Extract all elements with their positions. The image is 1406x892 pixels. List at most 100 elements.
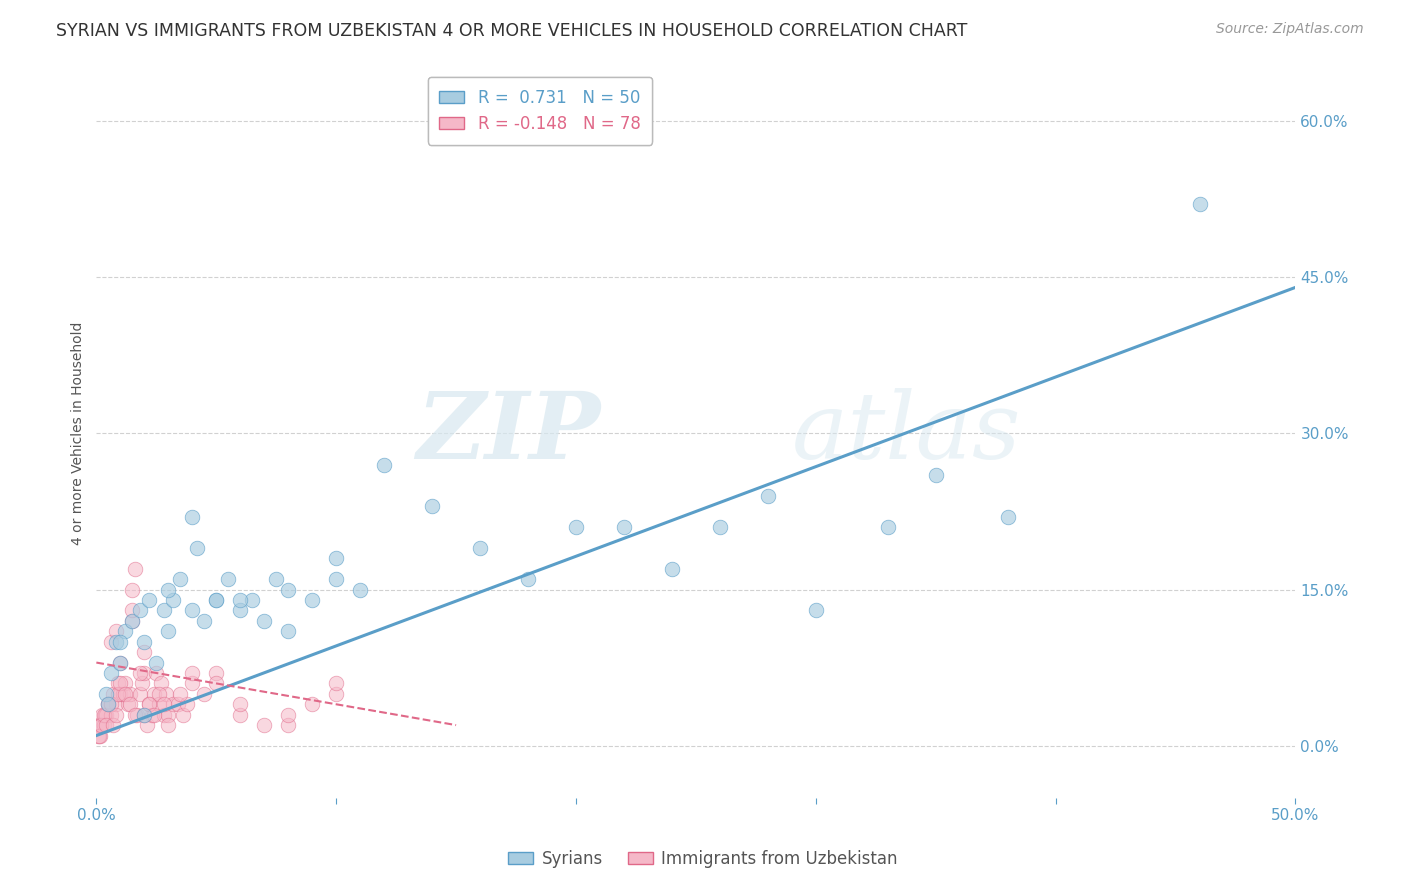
Point <box>93 718 115 732</box>
Point <box>141 707 163 722</box>
Point <box>217 572 239 586</box>
Point <box>148 698 170 712</box>
Point <box>205 676 228 690</box>
Point <box>229 593 252 607</box>
Point <box>134 707 156 722</box>
Point <box>277 707 299 722</box>
Point <box>135 718 157 732</box>
Point <box>87 718 110 732</box>
Point <box>114 676 136 690</box>
Point <box>124 707 146 722</box>
Point <box>181 665 204 680</box>
Point <box>91 707 114 722</box>
Point <box>101 687 124 701</box>
Point <box>97 698 120 712</box>
Point <box>128 603 150 617</box>
Point <box>131 676 153 690</box>
Point <box>155 687 177 701</box>
Point <box>128 665 150 680</box>
Point <box>186 541 208 555</box>
Point <box>157 624 180 639</box>
Point <box>193 687 215 701</box>
Point <box>94 718 117 732</box>
Point <box>127 707 149 722</box>
Point <box>997 509 1019 524</box>
Point <box>325 687 347 701</box>
Point <box>114 687 136 701</box>
Point <box>325 572 347 586</box>
Point <box>90 718 112 732</box>
Point <box>121 582 143 597</box>
Point <box>277 582 299 597</box>
Point <box>468 541 491 555</box>
Point <box>277 718 299 732</box>
Point <box>111 687 134 701</box>
Point <box>150 676 173 690</box>
Point <box>148 687 170 701</box>
Point <box>181 676 204 690</box>
Point <box>134 645 156 659</box>
Point <box>264 572 287 586</box>
Point <box>162 593 184 607</box>
Point <box>87 729 110 743</box>
Point <box>142 707 165 722</box>
Point <box>118 687 141 701</box>
Point <box>134 634 156 648</box>
Point <box>301 698 323 712</box>
Point <box>107 687 129 701</box>
Y-axis label: 4 or more Vehicles in Household: 4 or more Vehicles in Household <box>72 322 86 545</box>
Text: ZIP: ZIP <box>416 388 600 478</box>
Point <box>94 707 117 722</box>
Point <box>176 698 198 712</box>
Point <box>110 656 132 670</box>
Point <box>104 707 127 722</box>
Point <box>104 698 127 712</box>
Point <box>876 520 898 534</box>
Point <box>613 520 636 534</box>
Point <box>804 603 827 617</box>
Point <box>114 624 136 639</box>
Point <box>104 624 127 639</box>
Point <box>373 458 395 472</box>
Point <box>101 718 124 732</box>
Point <box>253 614 276 628</box>
Point <box>134 707 156 722</box>
Point <box>181 509 204 524</box>
Point <box>229 698 252 712</box>
Point <box>100 665 122 680</box>
Point <box>565 520 588 534</box>
Point <box>107 676 129 690</box>
Point <box>138 593 160 607</box>
Point <box>121 614 143 628</box>
Text: Source: ZipAtlas.com: Source: ZipAtlas.com <box>1216 22 1364 37</box>
Point <box>152 698 174 712</box>
Point <box>925 467 948 482</box>
Point <box>100 634 122 648</box>
Point <box>181 603 204 617</box>
Point <box>205 665 228 680</box>
Point <box>205 593 228 607</box>
Point <box>1188 197 1211 211</box>
Point <box>325 551 347 566</box>
Point <box>240 593 263 607</box>
Text: SYRIAN VS IMMIGRANTS FROM UZBEKISTAN 4 OR MORE VEHICLES IN HOUSEHOLD CORRELATION: SYRIAN VS IMMIGRANTS FROM UZBEKISTAN 4 O… <box>56 22 967 40</box>
Point <box>94 687 117 701</box>
Point <box>138 698 160 712</box>
Point <box>229 603 252 617</box>
Point <box>138 698 160 712</box>
Point <box>169 687 191 701</box>
Legend: Syrians, Immigrants from Uzbekistan: Syrians, Immigrants from Uzbekistan <box>502 844 904 875</box>
Point <box>172 707 194 722</box>
Point <box>301 593 323 607</box>
Point <box>145 665 167 680</box>
Point <box>253 718 276 732</box>
Point <box>90 718 112 732</box>
Point <box>157 707 180 722</box>
Point <box>100 707 122 722</box>
Point <box>162 698 184 712</box>
Point <box>661 562 683 576</box>
Point <box>93 707 115 722</box>
Point <box>193 614 215 628</box>
Point <box>325 676 347 690</box>
Point <box>128 687 150 701</box>
